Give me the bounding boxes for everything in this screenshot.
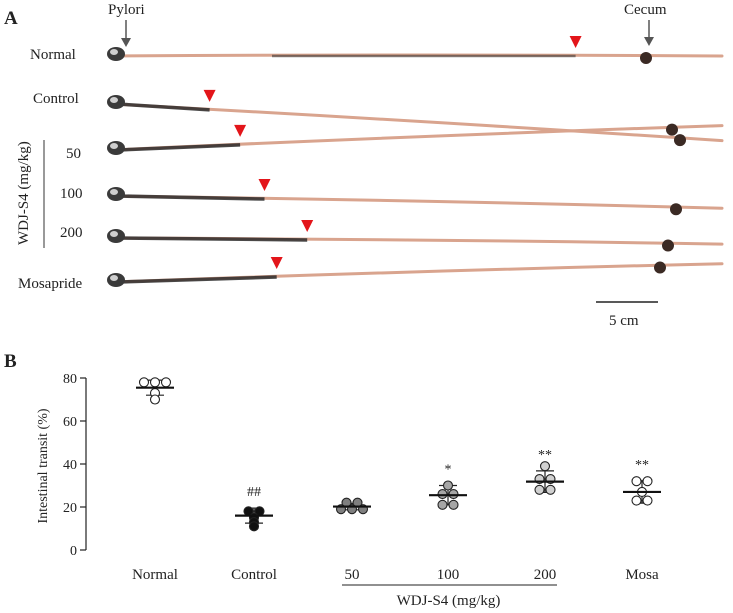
transit-marker: [270, 257, 283, 270]
row-label-mosapride: Mosapride: [18, 276, 82, 292]
series-group: [333, 497, 371, 515]
stomach-highlight: [110, 143, 118, 149]
transit-chart: 0 20 40 60 80 Normal Control 50 100 200 Mosa WDJ-S4…: [63, 372, 661, 609]
x-category-label: 100: [437, 567, 460, 583]
series-group: [136, 377, 174, 405]
x-category-label: 50: [345, 567, 360, 583]
data-point: [545, 484, 556, 495]
intestine-row: [107, 36, 724, 64]
data-point: [437, 499, 448, 510]
cecum: [666, 123, 678, 136]
x-category-label: Control: [231, 567, 277, 583]
data-point: [248, 521, 260, 532]
cecum: [640, 52, 652, 64]
y-tick-label: 60: [63, 415, 77, 430]
significance-label: ##: [247, 485, 261, 500]
data-point: [160, 377, 172, 388]
y-tick-label: 40: [63, 458, 77, 473]
intestine-content: [117, 194, 265, 201]
transit-marker: [569, 36, 582, 48]
data-point: [534, 484, 545, 495]
cecum: [674, 134, 686, 147]
intestine-strips: [107, 36, 724, 287]
stomach-highlight: [110, 97, 118, 103]
pylori-arrow: [121, 20, 131, 47]
transit-marker: [301, 219, 314, 232]
series-group: *: [429, 463, 467, 510]
row-label-200: 200: [60, 225, 83, 241]
y-axis-title: Intestinal transit (%): [36, 408, 51, 523]
series-group: **: [526, 448, 564, 495]
stomach-highlight: [110, 189, 118, 195]
data-point: [539, 461, 551, 472]
series-group: **: [623, 458, 661, 506]
data-point: [149, 394, 161, 405]
panel-a-letter: A: [4, 8, 18, 29]
intestine-row: [107, 257, 724, 287]
data-point: [442, 480, 454, 491]
stomach-highlight: [110, 275, 118, 281]
series-group: ##: [235, 485, 273, 532]
cecum-label: Cecum: [624, 2, 667, 18]
y-tick-label: 0: [70, 544, 77, 559]
panel-b-letter: B: [4, 351, 17, 372]
transit-marker: [234, 124, 247, 137]
y-tick-label: 80: [63, 372, 77, 387]
significance-label: *: [445, 463, 452, 478]
intestine-row: [107, 179, 724, 216]
intestine-row: [107, 219, 724, 252]
stomach-highlight: [110, 49, 118, 55]
transit-marker: [203, 89, 216, 102]
cecum: [670, 203, 682, 216]
cecum: [662, 239, 674, 252]
intestine-content: [117, 143, 241, 152]
data-point: [138, 377, 150, 388]
panel-a-group-label: WDJ-S4 (mg/kg): [16, 141, 32, 245]
data-point: [149, 377, 161, 388]
significance-label: **: [538, 448, 552, 463]
data-point: [642, 495, 653, 506]
x-category-label: Mosa: [625, 567, 659, 583]
significance-label: **: [635, 458, 649, 473]
cecum-arrow: [644, 20, 654, 46]
intestine-content: [117, 102, 210, 112]
row-label-50: 50: [66, 146, 81, 162]
data-point: [448, 499, 459, 510]
data-point: [631, 476, 642, 487]
x-category-label: Normal: [132, 567, 178, 583]
pylori-label: Pylori: [108, 2, 145, 18]
data-point: [631, 495, 642, 506]
group-bracket-label: WDJ-S4 (mg/kg): [397, 593, 501, 609]
data-point: [642, 476, 653, 487]
x-category-label: 200: [534, 567, 557, 583]
row-label-100: 100: [60, 186, 83, 202]
intestine-content: [117, 275, 277, 284]
y-tick-label: 20: [63, 501, 77, 516]
scale-bar-label: 5 cm: [609, 313, 639, 329]
intestine-row: [107, 89, 724, 147]
stomach-highlight: [110, 231, 118, 237]
transit-marker: [258, 179, 271, 192]
intestine-row: [107, 123, 724, 155]
cecum: [654, 261, 666, 274]
row-label-control: Control: [33, 91, 79, 107]
row-label-normal: Normal: [30, 47, 76, 63]
intestine-content: [117, 236, 308, 242]
